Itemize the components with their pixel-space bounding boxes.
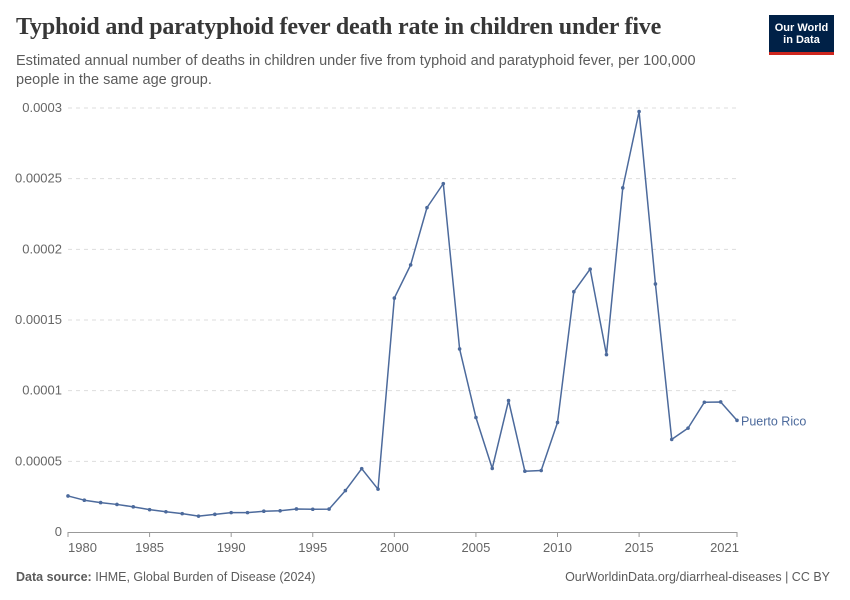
data-point[interactable] — [147, 507, 152, 512]
series-line[interactable] — [67, 110, 738, 517]
x-tick-label: 1990 — [217, 540, 246, 555]
y-tick-label: 0.0003 — [22, 100, 62, 115]
data-point[interactable] — [555, 420, 560, 425]
data-point[interactable] — [588, 267, 592, 271]
x-tick-label: 1995 — [298, 540, 327, 555]
y-tick-label: 0.00015 — [15, 312, 62, 327]
data-point[interactable] — [262, 509, 266, 514]
y-tick-label: 0.0001 — [22, 383, 62, 398]
data-point[interactable] — [66, 494, 70, 498]
axis-layer: 0 0.00005 0.0001 0.00015 0.0002 0.00025 0.0003… — [15, 100, 739, 555]
data-point[interactable] — [180, 511, 185, 516]
data-point[interactable] — [294, 507, 299, 511]
data-point[interactable] — [637, 109, 641, 114]
data-point[interactable] — [408, 263, 413, 267]
data-point[interactable] — [718, 400, 723, 404]
data-point[interactable] — [686, 426, 690, 430]
data-point[interactable] — [213, 512, 217, 517]
y-tick-label: 0 — [55, 524, 62, 539]
data-point[interactable] — [572, 289, 576, 294]
data-point[interactable] — [474, 415, 478, 420]
x-tick-label: 1980 — [68, 540, 97, 555]
data-point[interactable] — [310, 507, 315, 512]
data-source-label: Data source: — [16, 570, 92, 584]
data-point[interactable] — [604, 352, 609, 357]
logo-line-2: in Data — [783, 33, 820, 46]
x-tick-label: 2000 — [380, 540, 409, 555]
y-tick-label: 0.00005 — [15, 453, 62, 468]
data-point[interactable] — [653, 282, 658, 286]
chart-title: Typhoid and paratyphoid fever death rate… — [16, 14, 662, 40]
data-point[interactable] — [702, 400, 707, 405]
data-point[interactable] — [229, 510, 233, 515]
data-point[interactable] — [441, 181, 446, 186]
data-point[interactable] — [98, 500, 103, 505]
data-point[interactable] — [669, 437, 674, 442]
data-point[interactable] — [539, 468, 543, 473]
data-point[interactable] — [457, 347, 462, 351]
data-point[interactable] — [327, 507, 331, 511]
y-tick-label: 0.00025 — [15, 171, 62, 186]
grid-layer — [68, 107, 737, 462]
data-point[interactable] — [278, 509, 282, 513]
source-link[interactable]: OurWorldinData.org/diarrheal-diseases | … — [565, 570, 830, 584]
x-tick-label: 1985 — [135, 540, 164, 555]
data-point[interactable] — [196, 514, 201, 518]
data-point[interactable] — [490, 466, 495, 471]
data-point[interactable] — [245, 510, 250, 515]
data-source: Data source: IHME, Global Burden of Dise… — [16, 570, 315, 584]
data-point[interactable] — [164, 509, 168, 514]
x-tick-label: 2015 — [625, 540, 654, 555]
data-point[interactable] — [735, 418, 739, 423]
data-point[interactable] — [115, 502, 119, 507]
data-point[interactable] — [131, 505, 136, 509]
data-point[interactable] — [620, 186, 625, 190]
data-point[interactable] — [392, 296, 397, 300]
series-label[interactable]: Puerto Rico — [741, 414, 806, 428]
y-tick-label: 0.0002 — [22, 241, 62, 256]
data-source-text: IHME, Global Burden of Disease (2024) — [95, 570, 316, 584]
x-tick-label: 2021 — [710, 540, 739, 555]
owid-logo[interactable]: Our World in Data — [769, 15, 834, 55]
data-point[interactable] — [506, 398, 511, 403]
series-layer: Puerto Rico — [66, 109, 806, 518]
data-point[interactable] — [425, 205, 429, 210]
data-point[interactable] — [343, 488, 348, 493]
x-tick-label: 2005 — [461, 540, 490, 555]
logo-line-1: Our World — [774, 21, 829, 34]
chart-subtitle: Estimated annual number of deaths in chi… — [16, 53, 696, 88]
data-point[interactable] — [82, 498, 87, 503]
x-tick-label: 2010 — [543, 540, 572, 555]
data-point[interactable] — [359, 466, 364, 471]
data-point[interactable] — [376, 487, 380, 491]
data-point[interactable] — [523, 469, 527, 474]
